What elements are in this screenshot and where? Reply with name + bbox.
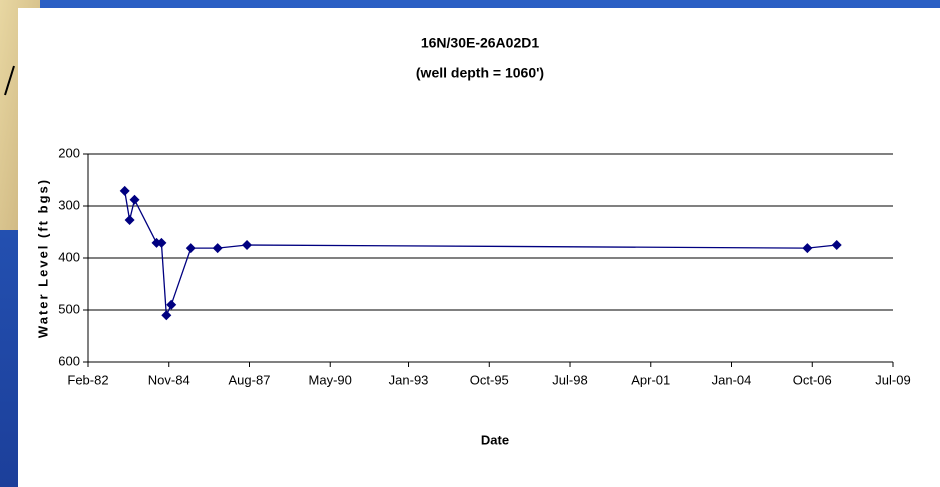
x-tick-label: Jul-09: [875, 372, 910, 387]
x-tick-label: Oct-95: [470, 372, 509, 387]
x-tick-label: Jul-98: [552, 372, 587, 387]
x-tick-label: Feb-82: [67, 372, 108, 387]
x-tick-label: Aug-87: [229, 372, 271, 387]
x-tick-label: Apr-01: [631, 372, 670, 387]
x-tick-label: Jan-04: [712, 372, 752, 387]
y-tick-label: 300: [58, 197, 80, 212]
x-tick-label: Oct-06: [793, 372, 832, 387]
x-axis-title: Date: [481, 432, 509, 447]
x-tick-label: Nov-84: [148, 372, 190, 387]
x-tick-label: Jan-93: [389, 372, 429, 387]
y-tick-label: 600: [58, 353, 80, 368]
chart-title: 16N/30E-26A02D1: [421, 35, 540, 51]
chart-subtitle: (well depth = 1060'): [416, 65, 544, 81]
y-tick-label: 500: [58, 301, 80, 316]
chart: 16N/30E-26A02D1 (well depth = 1060') Dat…: [0, 0, 940, 487]
page: {"chart_data": {"type": "line", "title":…: [0, 0, 940, 487]
y-tick-label: 200: [58, 145, 80, 160]
x-tick-label: May-90: [309, 372, 352, 387]
y-axis-title: Water Level (ft bgs): [35, 178, 50, 338]
y-tick-label: 400: [58, 249, 80, 264]
